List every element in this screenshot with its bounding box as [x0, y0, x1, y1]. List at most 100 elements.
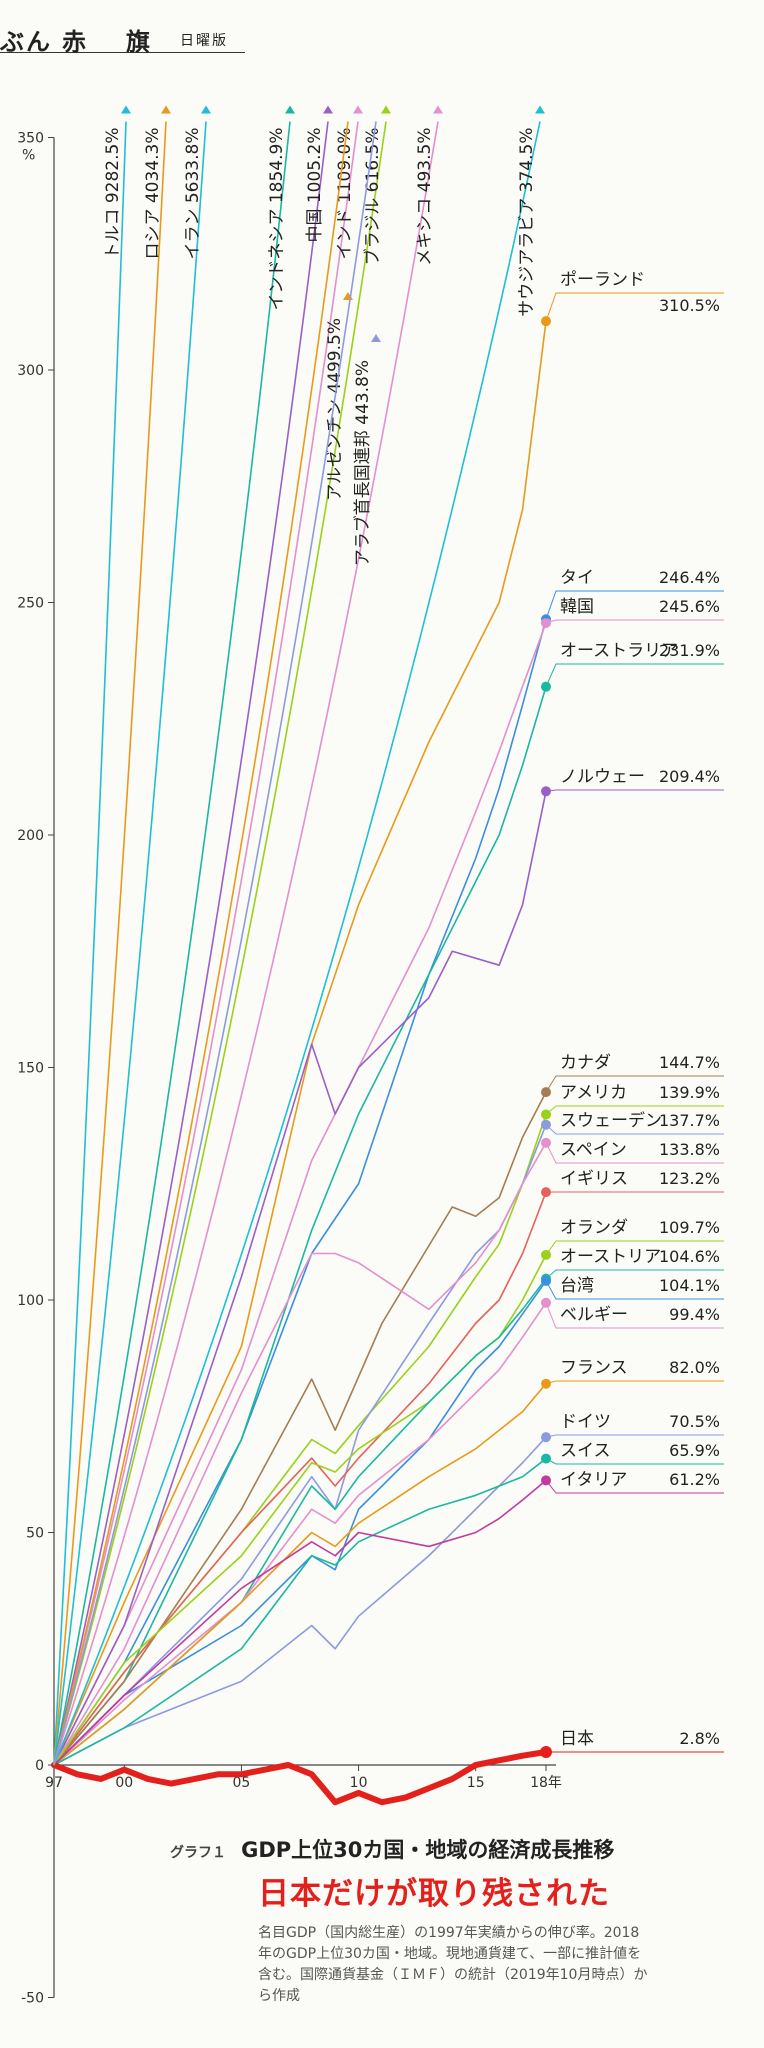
series-line	[53, 1091, 547, 1766]
series-value-label: 2.8%	[679, 1729, 720, 1748]
series-value-label: 61.2%	[669, 1470, 720, 1489]
chart-plot-area	[51, 316, 552, 1806]
x-tick-label: 00	[115, 1775, 133, 1791]
series-leader-line	[545, 1434, 724, 1438]
series-value-label: 82.0%	[669, 1358, 720, 1377]
offscale-label-text: 中国 1005.2%	[305, 128, 325, 243]
series-line	[53, 622, 547, 1766]
series-line	[51, 1748, 549, 1806]
series-value-label: 139.9%	[659, 1083, 720, 1102]
series-name-label: オーストリア	[560, 1247, 661, 1267]
series-value-label: 209.4%	[659, 767, 720, 786]
series-line	[53, 685, 547, 1766]
series-leader-line	[545, 1280, 724, 1300]
offscale-series-line	[53, 121, 167, 1766]
offscale-arrow-icon	[433, 105, 443, 114]
chart-title: GDP上位30カ国・地域の経済成長推移	[241, 1838, 615, 1862]
series-value-label: 123.2%	[659, 1169, 720, 1188]
series-line	[53, 1436, 547, 1766]
x-tick-label: 05	[233, 1775, 251, 1791]
series-leader-line	[545, 1240, 724, 1256]
series-value-label: 99.4%	[669, 1305, 720, 1324]
offscale-label: メキシコ 493.5%	[415, 128, 435, 266]
series-name-label: フランス	[560, 1358, 628, 1378]
series-leader-line	[545, 1458, 724, 1465]
series-line	[53, 790, 547, 1766]
x-tick-label: 10	[350, 1775, 368, 1791]
series-value-label: 246.4%	[659, 568, 720, 587]
series-value-label: 104.1%	[659, 1276, 720, 1295]
series-name-label: スペイン	[560, 1140, 627, 1160]
series-leader-line	[545, 1105, 724, 1115]
offscale-label: 中国 1005.2%	[305, 128, 325, 243]
offscale-label-text: アルゼンチン 4499.5%	[325, 318, 345, 501]
chart-source-note: 名目GDP（国内総生産）の1997年実績からの伸び率。2018年のGDP上位30…	[258, 1925, 648, 2004]
series-name-label: ドイツ	[560, 1412, 611, 1432]
offscale-series-line	[53, 121, 359, 1766]
x-tick-label: 97	[45, 1775, 63, 1791]
series-leader-line	[545, 789, 724, 792]
series-leader-line	[545, 1269, 724, 1279]
series-value-label: 310.5%	[659, 296, 720, 315]
offscale-arrow-icon	[201, 105, 211, 114]
offscale-label-text: インドネシア 1854.9%	[267, 128, 287, 311]
series-line	[53, 1142, 547, 1766]
offscale-arrow-icon	[353, 105, 363, 114]
series-name-label: イタリア	[560, 1470, 627, 1490]
series-leader-line	[545, 619, 724, 624]
series-line	[53, 1191, 547, 1766]
series-name-label: アメリカ	[560, 1083, 627, 1103]
y-tick-label: 100	[17, 1293, 44, 1309]
offscale-series-line	[53, 121, 291, 1766]
y-tick-label: 150	[17, 1061, 44, 1077]
series-leader-line	[545, 1380, 724, 1385]
series-name-label: イギリス	[560, 1169, 628, 1189]
series-line	[53, 1457, 547, 1766]
series-leader-line	[545, 1075, 724, 1093]
series-name-label: 韓国	[560, 597, 594, 617]
series-name-label: タイ	[560, 568, 594, 588]
y-tick-label: 350	[17, 131, 44, 147]
offscale-label-text: ロシア 4034.3%	[143, 128, 163, 260]
y-unit-label: %	[22, 148, 35, 164]
series-value-label: 144.7%	[659, 1053, 720, 1072]
offscale-arrow-icon	[323, 105, 333, 114]
series-line	[53, 1301, 547, 1766]
series-value-label: 245.6%	[659, 597, 720, 616]
chart-headline: 日本だけが取り残された	[258, 1876, 610, 1912]
series-line	[53, 320, 547, 1766]
masthead: ぶん 赤 旗 日曜版	[0, 22, 245, 56]
x-tick-label: 15	[467, 1775, 485, 1791]
series-leader-line	[545, 663, 724, 687]
offscale-label: ブラジル 616.5%	[362, 128, 383, 266]
x-tick-label: 18年	[530, 1775, 562, 1791]
series-leader-line	[545, 1480, 724, 1494]
masthead-part1: ぶん	[0, 27, 52, 56]
y-tick-label: 250	[17, 596, 44, 612]
series-name-label: ポーランド	[560, 270, 645, 290]
y-tick-label: 200	[17, 828, 44, 844]
offscale-label-text: インド 1109.0%	[335, 128, 355, 260]
series-leader-line	[545, 1302, 724, 1329]
offscale-label-text: イラン 5633.8%	[183, 128, 203, 260]
offscale-label: トルコ 9282.5%	[103, 128, 123, 260]
offscale-label-text: サウジアラビア 374.5%	[517, 128, 537, 317]
series-value-label: 70.5%	[669, 1412, 720, 1431]
offscale-series-line	[53, 121, 329, 1766]
y-tick-label: 0	[35, 1758, 44, 1774]
offscale-label: ロシア 4034.3%	[143, 128, 163, 260]
offscale-arrow-icon	[161, 105, 171, 114]
series-name-label: カナダ	[560, 1053, 611, 1073]
series-line	[53, 1479, 547, 1766]
series-name-label: オーストラリア	[560, 641, 678, 661]
series-value-label: 133.8%	[659, 1140, 720, 1159]
chart-caption: グラフ１ GDP上位30カ国・地域の経済成長推移 日本だけが取り残された 名目G…	[170, 1834, 690, 2007]
series-value-label: 231.9%	[659, 641, 720, 660]
series-leader-line	[545, 292, 724, 322]
offscale-series-line	[53, 121, 439, 1766]
series-value-label: 109.7%	[659, 1218, 720, 1237]
offscale-label-text: アラブ首長国連邦 443.8%	[352, 360, 373, 566]
offscale-arrow-icon	[121, 105, 131, 114]
offscale-label: アラブ首長国連邦 443.8%	[352, 360, 373, 566]
